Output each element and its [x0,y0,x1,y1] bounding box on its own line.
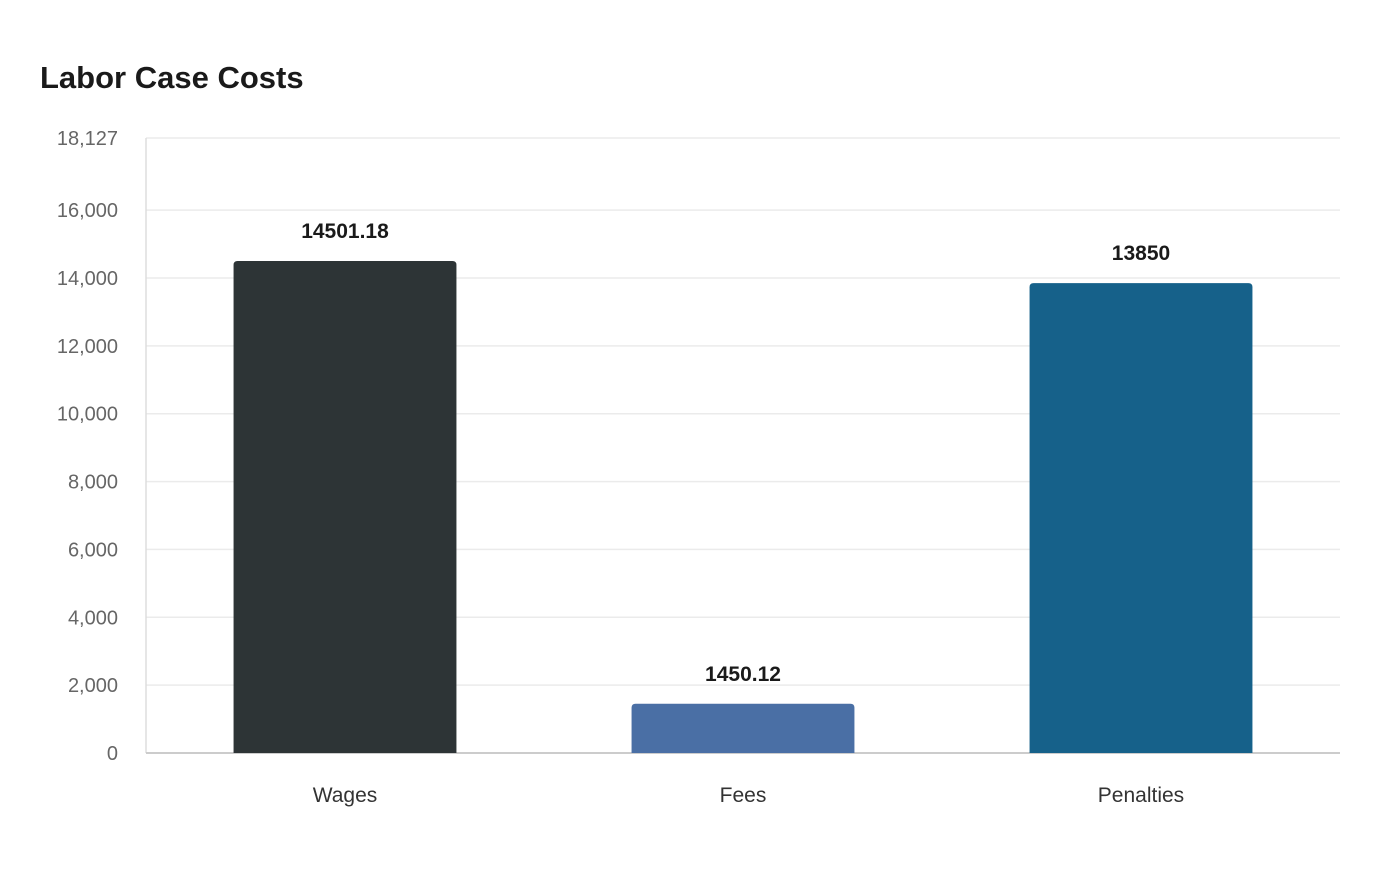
y-tick-label: 6,000 [68,539,118,561]
labels: 0 2,000 4,000 6,000 8,000 10,000 12,000 14,000 1… [57,128,1184,807]
y-tick-label: 8,000 [68,472,118,494]
y-tick-label: 18,127 [57,128,118,150]
x-tick-label: Wages [313,784,378,807]
y-tick-label: 16,000 [57,200,118,222]
y-tick-label: 14,000 [57,268,118,290]
y-tick-label: 0 [107,743,118,765]
data-label: 14501.18 [301,220,389,243]
y-tick-label: 4,000 [68,607,118,629]
bars [233,261,1253,753]
x-tick-label: Penalties [1098,784,1184,807]
bar-penalties [1029,283,1253,753]
y-tick-label: 2,000 [68,675,118,697]
data-label: 13850 [1112,242,1170,265]
chart-title: Labor Case Costs [40,60,304,95]
y-tick-label: 12,000 [57,336,118,358]
bar-fees [631,703,855,753]
data-label: 1450.12 [705,663,781,686]
x-tick-label: Fees [720,784,767,807]
bar-wages [233,261,457,753]
y-tick-label: 10,000 [57,404,118,426]
